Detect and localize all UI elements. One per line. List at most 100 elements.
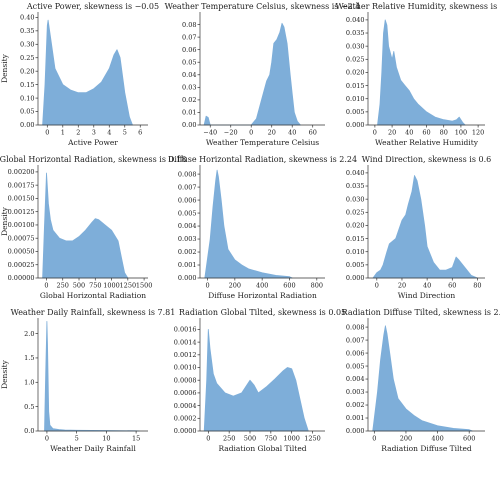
y-axis-label: Density bbox=[0, 53, 9, 83]
x-axis-label: Diffuse Horizontal Radiation bbox=[208, 291, 317, 300]
x-tick-label: 100 bbox=[455, 129, 467, 137]
y-tick-label: 0.040 bbox=[346, 169, 365, 177]
x-tick-label: 4 bbox=[107, 129, 111, 137]
x-tick-label: 60 bbox=[309, 129, 317, 137]
y-tick-label: 0.035 bbox=[346, 182, 365, 190]
subplot-5: 0 200 400 600 800 0.000 0.001 0.002 0.003 0.004 0.… bbox=[168, 155, 357, 300]
density-area bbox=[42, 172, 129, 279]
x-tick-label: 750 bbox=[89, 282, 101, 290]
density-area bbox=[377, 19, 466, 126]
y-tick-label: 0.20 bbox=[20, 67, 34, 75]
x-tick-label: 250 bbox=[223, 435, 235, 443]
subplot-title: Wind Direction, skewness is 0.6 bbox=[362, 155, 491, 164]
y-tick-label: 0.07 bbox=[182, 33, 196, 41]
y-tick-label: 0.010 bbox=[346, 248, 365, 256]
x-tick-label: 1 bbox=[61, 129, 65, 137]
y-tick-label: 0.005 bbox=[346, 362, 365, 370]
y-tick-label: 0.00000 bbox=[8, 274, 35, 282]
x-tick-label: 60 bbox=[422, 129, 430, 137]
y-tick-label: 0.008 bbox=[178, 170, 197, 178]
y-tick-label: 0.008 bbox=[346, 323, 365, 331]
y-tick-label: 0.02 bbox=[182, 96, 196, 104]
y-tick-label: 0.002 bbox=[346, 401, 365, 409]
y-axis-label: Density bbox=[0, 359, 9, 389]
y-tick-label: 0.05 bbox=[182, 58, 196, 66]
y-tick-label: 0.40 bbox=[20, 14, 34, 22]
x-tick-label: 120 bbox=[472, 129, 484, 137]
y-tick-label: 0.000 bbox=[178, 274, 197, 282]
subplot-7: 0 5 10 15 0.0 0.5 1.0 1.5 2.0 Weather Daily Rainf… bbox=[0, 308, 175, 453]
y-tick-label: 0.5 bbox=[24, 403, 34, 411]
subplot-1: 0 1 2 3 4 5 6 0.00 0.05 0.10 0.15 0.20 0.25 0.30 0.35 0… bbox=[0, 2, 159, 147]
y-tick-label: 0.003 bbox=[178, 235, 197, 243]
y-tick-label: 0.00075 bbox=[8, 234, 35, 242]
subplot-title: Weather Temperature Celsius, skewness is… bbox=[165, 2, 361, 11]
density-area bbox=[204, 169, 293, 279]
y-tick-label: 0.004 bbox=[346, 375, 365, 383]
y-tick-label: 0.006 bbox=[346, 349, 365, 357]
x-tick-label: 40 bbox=[288, 129, 296, 137]
x-tick-label: 0 bbox=[373, 129, 377, 137]
subplot-title: Radiation Global Tilted, skewness is 0.0… bbox=[179, 308, 346, 317]
x-tick-label: 400 bbox=[431, 435, 443, 443]
subplot-title: Active Power, skewness is −0.05 bbox=[26, 2, 159, 11]
x-tick-label: 6 bbox=[138, 129, 142, 137]
x-tick-label: 0 bbox=[372, 435, 376, 443]
y-tick-label: 0.001 bbox=[346, 414, 365, 422]
x-axis-label: Weather Temperature Celsius bbox=[206, 138, 319, 147]
y-tick-label: 0.00100 bbox=[8, 221, 35, 229]
x-tick-label: 1000 bbox=[103, 282, 120, 290]
x-tick-label: 0 bbox=[45, 435, 49, 443]
x-tick-label: 80 bbox=[440, 129, 448, 137]
y-tick-label: 0.03 bbox=[182, 84, 196, 92]
y-tick-label: 0.0006 bbox=[174, 389, 197, 397]
y-tick-label: 0.06 bbox=[182, 46, 196, 54]
y-tick-label: 1.0 bbox=[24, 378, 34, 386]
x-axis-label: Global Horizontal Radiation bbox=[40, 291, 146, 300]
x-tick-label: 20 bbox=[398, 282, 406, 290]
y-tick-label: 0.0004 bbox=[174, 402, 197, 410]
x-tick-label: 600 bbox=[463, 435, 475, 443]
y-tick-label: 0.006 bbox=[178, 196, 197, 204]
y-tick-label: 0.003 bbox=[346, 388, 365, 396]
x-tick-label: 500 bbox=[244, 435, 256, 443]
y-tick-label: 0.0010 bbox=[174, 364, 197, 372]
x-tick-label: 250 bbox=[57, 282, 69, 290]
density-area bbox=[372, 175, 478, 279]
y-tick-label: 0.040 bbox=[346, 16, 365, 24]
x-tick-label: 800 bbox=[311, 282, 323, 290]
y-tick-label: 0.00125 bbox=[8, 208, 35, 216]
y-tick-label: 0.30 bbox=[20, 40, 34, 48]
y-tick-label: 0.020 bbox=[346, 222, 365, 230]
y-tick-label: 0.030 bbox=[346, 195, 365, 203]
y-tick-label: 0.0002 bbox=[174, 415, 197, 423]
y-tick-label: 0.00 bbox=[182, 121, 196, 129]
y-tick-label: 0.000 bbox=[346, 427, 365, 435]
x-tick-label: 200 bbox=[400, 435, 412, 443]
x-tick-label: 60 bbox=[448, 282, 456, 290]
y-tick-label: 0.10 bbox=[20, 94, 34, 102]
y-axis-label: Density bbox=[0, 206, 9, 236]
y-tick-label: 0.00 bbox=[20, 121, 34, 129]
y-tick-label: 0.00175 bbox=[8, 181, 35, 189]
y-tick-label: 0.015 bbox=[346, 82, 365, 90]
y-tick-label: 0.0000 bbox=[174, 427, 197, 435]
subplot-3: 0 20 40 60 80 100 120 0.000 0.005 0.010 0.015 0.020… bbox=[335, 2, 500, 147]
subplot-title: Radiation Diffuse Tilted, skewness is 2.… bbox=[342, 308, 500, 317]
x-tick-label: −40 bbox=[203, 129, 217, 137]
x-tick-label: 1250 bbox=[120, 282, 137, 290]
x-tick-label: −20 bbox=[224, 129, 238, 137]
y-tick-label: 0.00200 bbox=[8, 168, 35, 176]
y-tick-label: 0.025 bbox=[346, 56, 365, 64]
y-tick-label: 0.030 bbox=[346, 42, 365, 50]
x-axis-label: Weather Relative Humidity bbox=[375, 138, 479, 147]
y-tick-label: 0.010 bbox=[346, 95, 365, 103]
x-tick-label: 15 bbox=[132, 435, 140, 443]
subplot-4: 0 250 500 750 1000 1250 1500 0.00000 0.00025 0.00… bbox=[0, 155, 186, 300]
y-tick-label: 0.0012 bbox=[174, 351, 197, 359]
subplot-title: Weather Daily Rainfall, skewness is 7.81 bbox=[11, 308, 176, 317]
density-area bbox=[372, 325, 473, 432]
x-tick-label: 0 bbox=[44, 282, 48, 290]
x-tick-label: 5 bbox=[123, 129, 127, 137]
